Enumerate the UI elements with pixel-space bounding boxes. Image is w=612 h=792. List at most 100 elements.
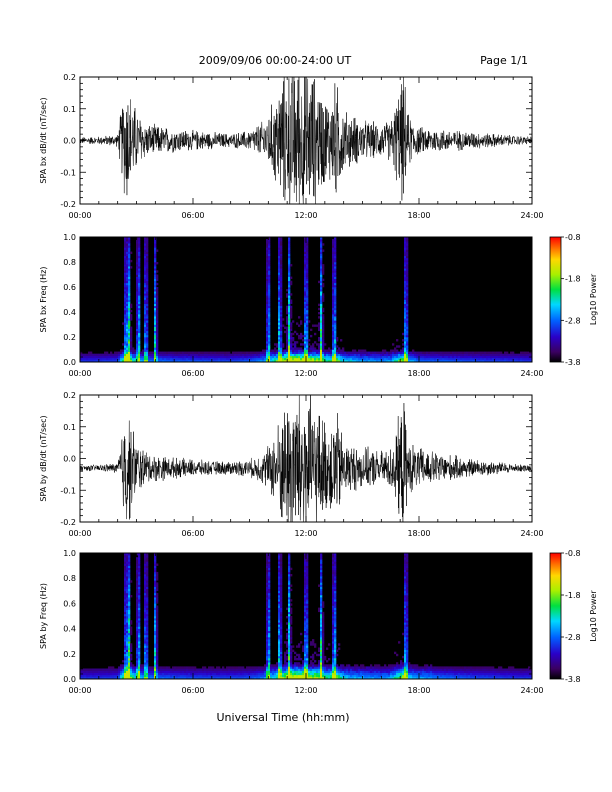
spectrogram-cell [360, 666, 363, 669]
spectrogram-cell [232, 676, 235, 680]
spectrogram-cell [138, 314, 141, 317]
spectrogram-cell [268, 649, 271, 652]
spectrogram-cell [304, 597, 307, 600]
spectrogram-cell [350, 351, 353, 354]
spectrogram-cell [304, 239, 307, 242]
spectrogram-cell [322, 359, 325, 363]
spectrogram-cell [404, 622, 407, 625]
y-tick-label: 0.2 [63, 391, 76, 400]
spectrogram-cell [292, 355, 295, 359]
spectrogram-cell [280, 262, 283, 265]
spectrogram-cell [124, 649, 127, 652]
spectrogram-cell [176, 359, 179, 363]
spectrogram-cell [376, 353, 379, 357]
spectrogram-cell [158, 666, 161, 669]
spectrogram-cell [144, 571, 147, 575]
spectrogram-cell [262, 349, 265, 352]
spectrogram-cell [126, 241, 129, 244]
spectrogram-cell [288, 295, 291, 298]
spectrogram-cell [250, 353, 253, 357]
spectrogram-cell [442, 355, 445, 359]
spectrogram-cell [278, 599, 281, 602]
spectrogram-cell [406, 337, 409, 340]
spectrogram-cell [138, 237, 141, 240]
spectrogram-cell [340, 357, 343, 361]
spectrogram-cell [130, 343, 133, 346]
spectrogram-cell [146, 345, 149, 348]
spectrogram-cell [106, 668, 109, 671]
spectrogram-cell [124, 328, 127, 332]
spectrogram-cell [436, 355, 439, 359]
spectrogram-cell [156, 334, 159, 338]
spectrogram-cell [86, 353, 89, 357]
spectrogram-cell [120, 349, 123, 352]
spectrogram-cell [334, 343, 337, 346]
spectrogram-cell [384, 666, 387, 669]
spectrogram-cell [122, 664, 125, 667]
spectrogram-cell [306, 609, 309, 613]
spectrogram-cell [332, 595, 335, 598]
spectrogram-cell [436, 357, 439, 361]
spectrogram-cell [476, 355, 479, 359]
spectrogram-cell [314, 674, 317, 678]
spectrogram-cell [348, 664, 351, 667]
spectrogram-cell [148, 666, 151, 669]
spectrogram-cell [306, 328, 309, 332]
spectrogram-cell [146, 603, 149, 606]
spectrogram-cell [146, 599, 149, 602]
spectrogram-cell [124, 567, 127, 571]
spectrogram-cell [130, 664, 133, 667]
spectrogram-cell [130, 658, 133, 661]
spectrogram-cell [146, 666, 149, 669]
spectrogram-cell [304, 584, 307, 587]
spectrogram-cell [234, 670, 237, 673]
spectrogram-cell [150, 357, 153, 361]
spectrogram-cell [290, 639, 293, 642]
spectrogram-cell [524, 355, 527, 359]
spectrogram-cell [126, 639, 129, 642]
spectrogram-cell [332, 268, 335, 271]
spectrogram-cell [406, 557, 409, 560]
spectrogram-cell [136, 337, 139, 340]
spectrogram-cell [358, 672, 361, 676]
spectrogram-cell [266, 276, 269, 279]
spectrogram-cell [252, 359, 255, 363]
spectrogram-cell [198, 668, 201, 671]
spectrogram-cell [120, 666, 123, 669]
spectrogram-cell [472, 357, 475, 361]
spectrogram-cell [128, 645, 131, 648]
spectrogram-cell [154, 637, 157, 640]
spectrogram-cell [304, 297, 307, 300]
spectrogram-cell [434, 359, 437, 363]
spectrogram-cell [266, 641, 269, 644]
spectrogram-cell [128, 576, 131, 579]
spectrogram-cell [356, 672, 359, 676]
spectrogram-cell [288, 272, 291, 275]
spectrogram-cell [230, 359, 233, 363]
spectrogram-cell [160, 353, 163, 357]
spectrogram-cell [308, 351, 311, 354]
spectrogram-cell [126, 318, 129, 321]
spectrogram-cell [128, 295, 131, 298]
spectrogram-cell [404, 287, 407, 290]
spectrogram-cell [464, 359, 467, 363]
spectrogram-cell [398, 357, 401, 361]
spectrogram-cell [304, 668, 307, 671]
spectrogram-cell [292, 320, 295, 323]
spectrogram-cell [450, 357, 453, 361]
spectrogram-cell [196, 351, 199, 354]
spectrogram-cell [396, 676, 399, 680]
spectrogram-cell [268, 318, 271, 321]
spectrogram-cell [524, 359, 527, 363]
spectrogram-cell [296, 668, 299, 671]
spectrogram-cell [116, 351, 119, 354]
x-tick-label: 18:00 [407, 211, 430, 220]
spectrogram-cell [318, 660, 321, 663]
spectrogram-cell [156, 632, 159, 636]
spectrogram-cell [294, 351, 297, 354]
spectrogram-cell [156, 620, 159, 623]
spectrogram-cell [332, 293, 335, 296]
spectrogram-cell [406, 262, 409, 265]
spectrogram-cell [278, 574, 281, 577]
spectrogram-cell [122, 660, 125, 663]
